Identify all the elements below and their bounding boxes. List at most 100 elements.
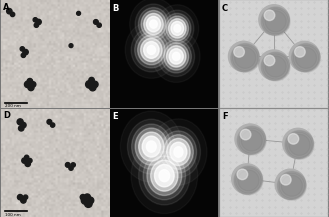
Circle shape	[21, 198, 26, 203]
Ellipse shape	[146, 16, 161, 32]
Circle shape	[228, 41, 259, 71]
Text: A: A	[3, 3, 9, 12]
Text: B: B	[113, 4, 119, 13]
Circle shape	[291, 44, 320, 72]
Ellipse shape	[160, 131, 197, 173]
Ellipse shape	[135, 128, 167, 165]
Circle shape	[28, 158, 32, 163]
Circle shape	[287, 132, 312, 158]
Circle shape	[27, 79, 33, 84]
Circle shape	[231, 44, 260, 72]
Circle shape	[93, 20, 98, 24]
Circle shape	[69, 44, 73, 48]
Circle shape	[285, 131, 314, 159]
Ellipse shape	[158, 36, 195, 77]
Circle shape	[71, 163, 75, 167]
Text: 200 nm: 200 nm	[5, 104, 21, 108]
Circle shape	[36, 19, 41, 25]
Circle shape	[34, 23, 38, 27]
Text: 100 nm: 100 nm	[5, 213, 21, 217]
Circle shape	[279, 173, 305, 199]
Ellipse shape	[143, 41, 159, 58]
Ellipse shape	[174, 25, 181, 32]
Circle shape	[264, 10, 275, 21]
Ellipse shape	[140, 38, 162, 62]
Ellipse shape	[156, 126, 200, 178]
Circle shape	[263, 54, 289, 79]
Ellipse shape	[135, 4, 172, 44]
Circle shape	[232, 45, 258, 71]
Circle shape	[289, 41, 320, 71]
Ellipse shape	[139, 146, 190, 205]
Circle shape	[20, 47, 24, 51]
Circle shape	[294, 47, 305, 57]
Circle shape	[22, 158, 27, 163]
Circle shape	[25, 161, 30, 166]
Circle shape	[97, 23, 101, 27]
Circle shape	[263, 8, 289, 34]
Circle shape	[237, 126, 266, 155]
Circle shape	[81, 197, 89, 204]
Ellipse shape	[147, 45, 156, 54]
Circle shape	[89, 84, 96, 91]
Circle shape	[50, 123, 55, 127]
Ellipse shape	[131, 28, 172, 72]
Circle shape	[289, 134, 310, 155]
Text: D: D	[3, 111, 10, 120]
Circle shape	[234, 47, 244, 57]
Text: E: E	[113, 112, 118, 121]
Circle shape	[77, 12, 81, 15]
Ellipse shape	[127, 119, 175, 174]
Text: F: F	[222, 112, 228, 121]
Circle shape	[23, 195, 28, 199]
Ellipse shape	[142, 136, 161, 157]
Circle shape	[261, 52, 290, 81]
Ellipse shape	[161, 10, 194, 47]
Ellipse shape	[164, 135, 193, 169]
Ellipse shape	[132, 124, 171, 169]
Ellipse shape	[138, 35, 165, 65]
Ellipse shape	[172, 52, 180, 61]
Circle shape	[47, 120, 52, 124]
Circle shape	[23, 49, 28, 55]
Circle shape	[33, 18, 38, 22]
Circle shape	[259, 50, 289, 80]
Circle shape	[234, 166, 263, 195]
Ellipse shape	[166, 46, 186, 67]
Circle shape	[280, 174, 291, 185]
Ellipse shape	[164, 13, 191, 43]
Ellipse shape	[147, 156, 182, 196]
Circle shape	[283, 128, 313, 158]
Circle shape	[21, 53, 26, 58]
Circle shape	[69, 166, 73, 170]
Circle shape	[28, 85, 34, 91]
Ellipse shape	[150, 20, 157, 28]
Circle shape	[84, 194, 90, 201]
Ellipse shape	[164, 43, 189, 70]
Ellipse shape	[139, 132, 164, 161]
Circle shape	[236, 168, 261, 193]
Ellipse shape	[139, 8, 169, 41]
Ellipse shape	[171, 21, 184, 35]
Ellipse shape	[146, 141, 156, 152]
Ellipse shape	[141, 10, 166, 38]
Circle shape	[65, 163, 70, 167]
Circle shape	[17, 194, 23, 200]
Circle shape	[277, 171, 306, 200]
Circle shape	[86, 81, 93, 88]
Ellipse shape	[167, 138, 190, 166]
Circle shape	[241, 130, 262, 151]
Circle shape	[265, 56, 286, 77]
Circle shape	[11, 12, 15, 16]
Circle shape	[7, 8, 12, 14]
Ellipse shape	[168, 19, 186, 38]
Ellipse shape	[166, 16, 189, 41]
Circle shape	[238, 170, 259, 191]
Circle shape	[261, 7, 290, 36]
Circle shape	[18, 126, 24, 131]
Circle shape	[24, 155, 29, 159]
Circle shape	[288, 134, 299, 144]
Ellipse shape	[151, 160, 178, 191]
Circle shape	[232, 164, 262, 194]
Circle shape	[87, 197, 94, 204]
